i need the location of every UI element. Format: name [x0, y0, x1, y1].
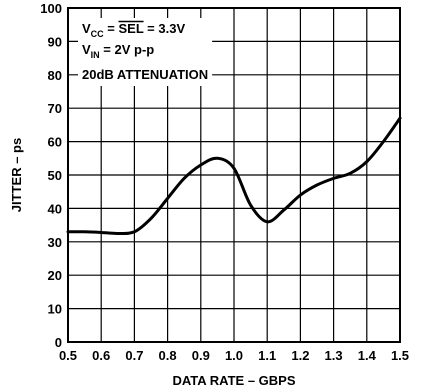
y-tick-label: 100: [40, 1, 62, 16]
x-tick-label: 0.8: [159, 348, 177, 363]
annotation-attenuation: 20dB ATTENUATION: [82, 67, 208, 82]
y-tick-label: 10: [48, 302, 62, 317]
y-tick-label: 30: [48, 235, 62, 250]
annotation-background: [78, 18, 213, 43]
x-tick-label: 1.1: [258, 348, 276, 363]
tick-labels: 0.5 0.6 0.7 0.8 0.9 1.0 1.1 1.2 1.3 1.4 1.5 0 10 20 30…: [40, 1, 409, 363]
y-tick-label: 20: [48, 268, 62, 283]
annotation-vin: VIN = 2V p-p: [82, 42, 154, 60]
x-tick-label: 0.9: [192, 348, 210, 363]
y-axis-label: JITTER – ps: [9, 138, 24, 212]
x-tick-label: 0.5: [59, 348, 77, 363]
x-tick-label: 1.5: [391, 348, 409, 363]
x-tick-label: 1.0: [225, 348, 243, 363]
y-tick-label: 80: [48, 68, 62, 83]
x-tick-label: 0.6: [92, 348, 110, 363]
plot-frame: [67, 7, 401, 343]
y-tick-label: 0: [55, 335, 62, 350]
y-tick-label: 90: [48, 34, 62, 49]
x-tick-label: 1.4: [358, 348, 377, 363]
x-tick-label: 0.7: [125, 348, 143, 363]
x-axis-label: DATA RATE – GBPS: [172, 373, 295, 388]
x-tick-label: 1.2: [291, 348, 309, 363]
y-tick-label: 60: [48, 135, 62, 150]
jitter-series-line: [66, 116, 402, 236]
y-tick-label: 50: [48, 168, 62, 183]
annotation-background: [78, 43, 213, 86]
x-tick-label: 1.3: [325, 348, 343, 363]
y-tick-label: 40: [48, 201, 62, 216]
y-tick-label: 70: [48, 101, 62, 116]
annotation-vcc-sel: VCC = SEL = 3.3V: [82, 21, 185, 39]
